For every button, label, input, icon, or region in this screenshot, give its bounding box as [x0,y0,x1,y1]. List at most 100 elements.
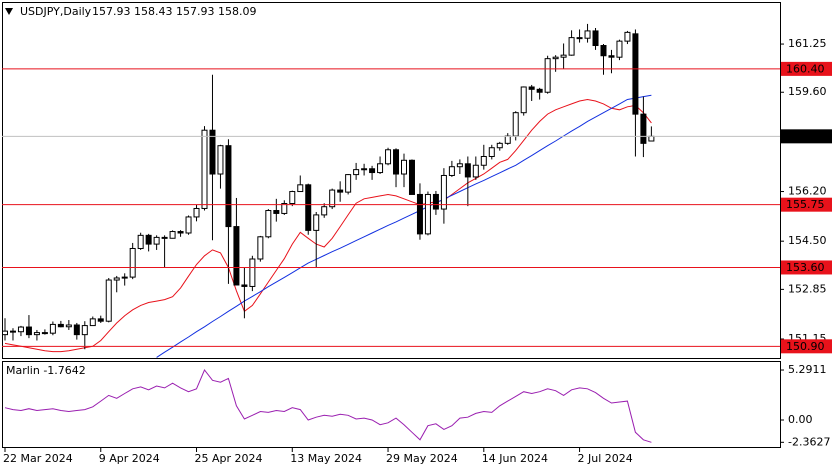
candle-body [329,189,336,208]
current-price-box [781,129,832,144]
candle-body [616,40,623,58]
level-label-box [781,61,832,76]
candle-body [536,88,543,93]
candle-body [361,168,368,171]
candle-body [297,184,304,193]
candle-body [97,318,104,322]
collapse-icon[interactable] [5,8,13,15]
moving-average-line [4,98,652,353]
candle-body [57,323,64,328]
y-tick-label: 156.20 [788,185,827,198]
candle-body [257,236,264,260]
candle-body [89,318,96,327]
level-label: 150.90 [786,340,825,353]
candle-body [281,203,288,214]
y-tick-label: -2.3627 [788,435,830,448]
candle-body [401,159,407,175]
candle-body [9,330,16,333]
candle-body [600,45,607,57]
x-tick-label: 13 May 2024 [290,452,362,465]
candle-body [353,169,360,176]
candle-body [416,193,423,235]
x-tick-label: 29 May 2024 [386,452,458,465]
candle-body [73,324,80,336]
candle-body [273,210,280,214]
candle-body [313,214,320,231]
candle-body [592,30,599,47]
candle-body [424,193,431,235]
candle-body [41,332,48,335]
candle-body [185,216,192,234]
candle-body [113,277,120,281]
candle-body [480,155,487,166]
candle-body [472,164,479,178]
candle-body [520,86,527,114]
candle-body [265,210,272,238]
candle-body [2,330,8,336]
y-tick-label: 159.60 [788,85,827,98]
header-value: 157.93 [92,5,131,18]
axes: 161.25159.60156.20154.50152.85151.15160.… [3,37,832,465]
header-value: 158.43 [134,5,173,18]
candle-body [488,147,495,157]
candle-body [17,326,24,333]
candle-body [193,207,200,218]
level-label-box [781,197,832,212]
candle-body [209,129,216,175]
candle-body [552,56,559,60]
candle-body [576,37,583,40]
candle-body [225,145,232,228]
candle-body [177,231,184,234]
oscillator-line [4,369,652,443]
candle-body [377,163,384,174]
candle-body [201,129,208,209]
candle-body [129,247,136,278]
candle-body [33,332,40,336]
oscillator-panel-frame [2,361,781,448]
x-tick-label: 25 Apr 2024 [195,452,263,465]
candle-body [345,174,352,193]
candle-body [385,149,392,165]
x-tick-label: 2 Jul 2024 [578,452,633,465]
chart-title: USDJPY,Daily [20,5,92,18]
candle-body [440,174,447,210]
candle-body [233,226,240,286]
candle-body [496,142,503,149]
candle-body [512,112,519,137]
candle-body [161,236,168,239]
candle-body [337,189,344,193]
candle-body [289,191,296,205]
candle-body [560,54,567,58]
main-panel-frame [2,2,781,359]
level-label: 155.75 [786,198,825,211]
candle-body [137,234,144,249]
candle-body [528,86,535,90]
candle-body [640,113,647,144]
candle-body [321,206,328,216]
candle-body [65,324,72,328]
main-plot [2,23,780,358]
candle-body [568,37,575,56]
current-price-label: 158.09 [786,130,825,143]
candle-body [464,163,471,178]
candle-body [584,30,591,39]
oscillator-plot [4,369,652,443]
candle-body [305,184,312,231]
candle-body [241,284,248,287]
level-label-box [781,260,832,275]
candle-body [49,323,56,334]
candle-body [25,326,32,336]
x-tick-label: 9 Apr 2024 [99,452,160,465]
header-value: 157.93 [176,5,215,18]
level-label-box [781,339,832,354]
candle-body [369,168,376,174]
y-tick-label: 152.85 [788,282,827,295]
y-tick-label: 0.00 [788,413,813,426]
candle-body [81,325,88,336]
candle-body [249,258,256,287]
candle-body [648,135,655,142]
y-tick-label: 154.50 [788,234,827,247]
